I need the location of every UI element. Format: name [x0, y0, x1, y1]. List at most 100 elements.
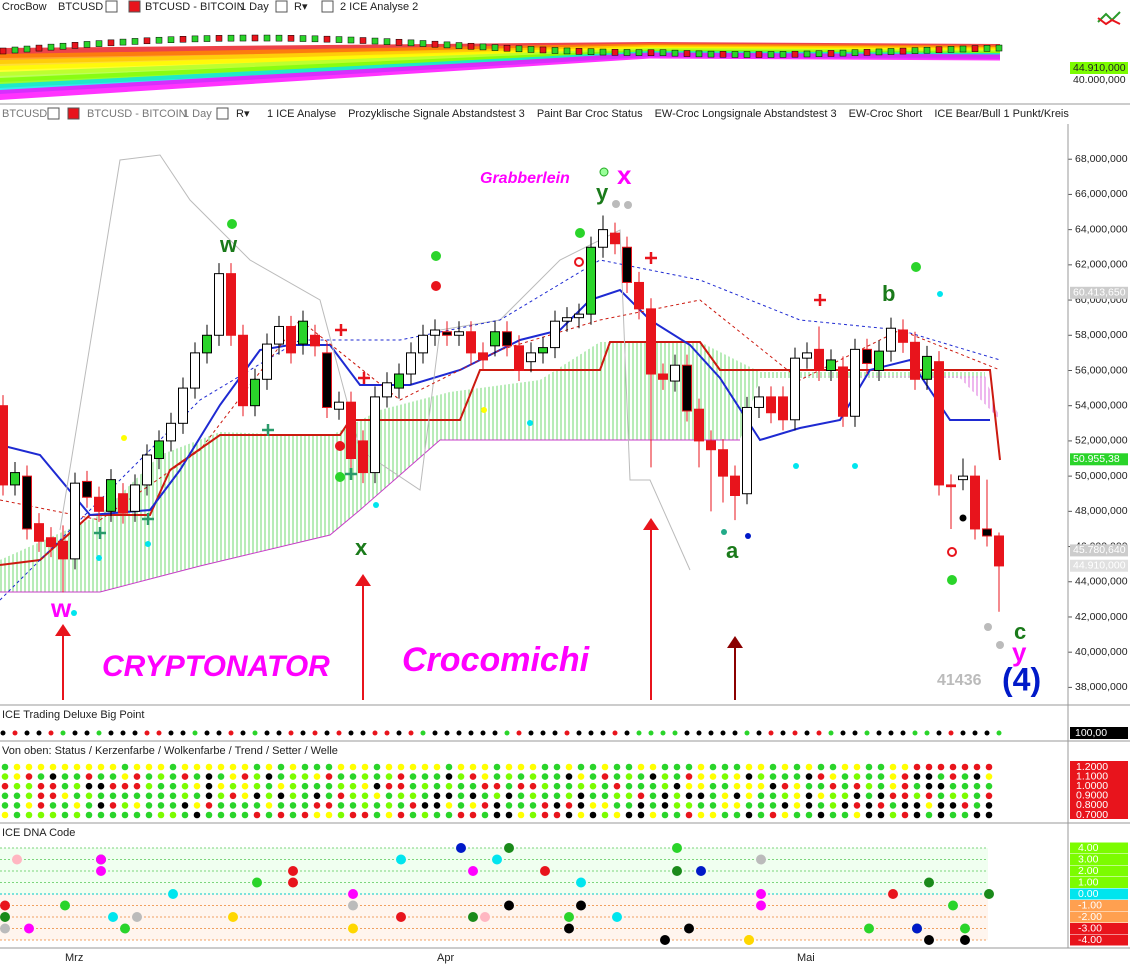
dot: [157, 802, 165, 809]
dot: [289, 763, 297, 771]
dot: [504, 730, 510, 736]
dot: [469, 773, 477, 780]
indicator-name[interactable]: Paint Bar Croc Status: [537, 108, 643, 120]
candle-body: [238, 334, 248, 407]
candle-body: [382, 382, 392, 398]
dot: [385, 763, 393, 771]
dot: [721, 763, 729, 771]
dot: [529, 811, 537, 819]
dot: [180, 730, 186, 736]
r-button[interactable]: R▾: [236, 108, 250, 120]
dot: [313, 802, 321, 809]
mini-candle: [911, 47, 919, 54]
dot: [168, 730, 174, 736]
dot: [829, 763, 837, 771]
dot: [781, 773, 789, 780]
dot: [841, 773, 849, 780]
dot: [433, 792, 441, 800]
dot: [337, 811, 345, 819]
dot: [889, 802, 897, 809]
indicator-name[interactable]: ICE Bear/Bull 1 Punkt/Kreis: [934, 108, 1069, 120]
dropdown[interactable]: [275, 0, 288, 13]
indicator-name[interactable]: 1 ICE Analyse: [267, 108, 336, 120]
r-button[interactable]: R▾: [294, 1, 308, 13]
dot: [409, 792, 417, 800]
dot: [325, 811, 333, 819]
dot: [312, 730, 318, 736]
symbol[interactable]: BTCUSD: [58, 1, 103, 13]
dot: [349, 792, 357, 800]
dot: [49, 811, 57, 819]
dot: [12, 730, 18, 736]
dot: [853, 782, 861, 790]
indicator-name[interactable]: EW-Croc Short: [849, 108, 923, 120]
dot: [697, 763, 705, 771]
dot: [889, 811, 897, 819]
dot: [925, 782, 933, 790]
annotation: b: [882, 281, 895, 306]
color-button[interactable]: [128, 0, 141, 13]
dot: [469, 763, 477, 771]
dropdown[interactable]: [216, 107, 229, 120]
scale-box: [1070, 934, 1128, 946]
dna-dot: [96, 854, 106, 865]
close-button[interactable]: [321, 0, 334, 13]
dropdown[interactable]: [105, 0, 118, 13]
dna-panel: 4.003.002.001.000.00-1.00-2.00-3.00-4.00: [0, 842, 1128, 946]
dot: [145, 802, 153, 809]
dot: [433, 811, 441, 819]
dot: [421, 782, 429, 790]
mini-candle: [611, 49, 619, 56]
dot: [505, 782, 513, 790]
dot: [288, 730, 294, 736]
dot: [13, 811, 21, 819]
dot: [913, 811, 921, 819]
dot: [445, 773, 453, 780]
dot: [709, 792, 717, 800]
dot: [217, 792, 225, 800]
dot: [25, 811, 33, 819]
dot: [229, 763, 237, 771]
dot: [253, 811, 261, 819]
symbol[interactable]: BTCUSD: [2, 108, 47, 120]
scale-box: [1070, 900, 1128, 911]
candle-body: [766, 396, 776, 414]
x-axis-label: Mai: [797, 952, 815, 964]
dot: [241, 802, 249, 809]
candle-body: [994, 535, 1004, 567]
dot: [277, 811, 285, 819]
dot: [301, 782, 309, 790]
dot: [541, 763, 549, 771]
dot: [949, 811, 957, 819]
period[interactable]: 1 Day: [183, 108, 212, 120]
dot: [985, 763, 993, 771]
dot: [732, 730, 738, 736]
dot: [769, 773, 777, 780]
dot: [385, 811, 393, 819]
dot: [36, 730, 42, 736]
dot: [709, 763, 717, 771]
mini-candle: [503, 44, 511, 52]
dot: [673, 782, 681, 790]
dot: [805, 773, 813, 780]
dot: [133, 773, 141, 780]
candle-body: [10, 472, 20, 486]
dot: [949, 802, 957, 809]
dot: [745, 811, 753, 819]
y-tick-label: 4.00: [1078, 842, 1099, 854]
dot: [169, 802, 177, 809]
lagging-line: [59, 154, 691, 571]
candle-body: [862, 348, 872, 364]
dot: [216, 730, 222, 736]
indicator-name[interactable]: EW-Croc Longsignale Abstandstest 3: [655, 108, 837, 120]
color-button[interactable]: [67, 107, 80, 120]
dot: [49, 792, 57, 800]
period[interactable]: 1 Day: [240, 1, 269, 13]
price-box: [1070, 62, 1128, 74]
scale-label: 1.2000: [1076, 761, 1108, 773]
dot: [372, 730, 378, 736]
dot: [649, 782, 657, 790]
dropdown[interactable]: [47, 107, 60, 120]
dot: [673, 811, 681, 819]
indicator-name[interactable]: Prozyklische Signale Abstandstest 3: [348, 108, 525, 120]
